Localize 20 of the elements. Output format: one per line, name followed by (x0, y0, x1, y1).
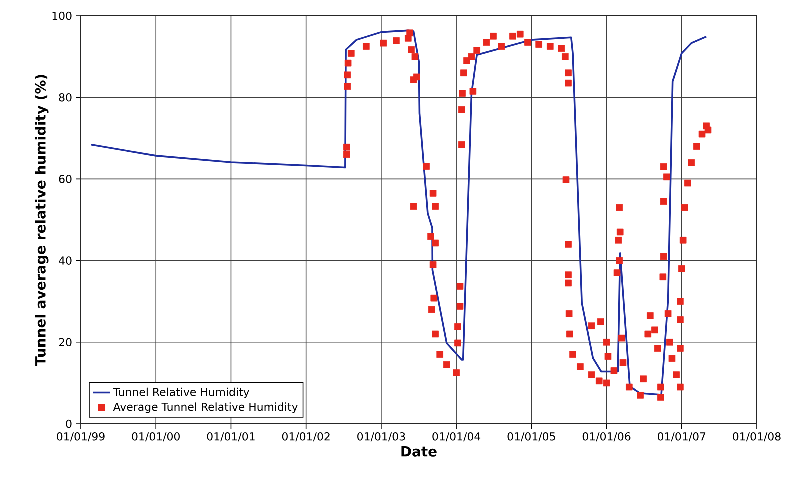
y-tick-label: 20 (59, 338, 72, 347)
y-tick-label: 100 (52, 12, 72, 20)
legend-label: Average Tunnel Relative Humidity (113, 402, 298, 414)
x-tick-label: 01/01/00 (132, 432, 180, 442)
y-tick-label: 80 (59, 93, 72, 102)
x-tick-label: 01/01/08 (733, 432, 781, 442)
x-axis-title: Date (402, 446, 437, 457)
x-tick-label: 01/01/03 (358, 432, 406, 442)
x-tick-label: 01/01/07 (658, 432, 706, 442)
x-tick-label: 01/01/01 (207, 432, 255, 442)
y-tick-label: 60 (59, 175, 72, 184)
x-tick-label: 01/01/06 (582, 432, 631, 442)
x-tick-label: 01/01/04 (432, 432, 481, 442)
legend-label: Tunnel Relative Humidity (113, 388, 250, 398)
y-axis-title: Tunnel average relative humidity (%) (35, 75, 49, 366)
x-tick-label: 01/01/05 (508, 432, 556, 442)
y-tick-label: 0 (66, 420, 72, 428)
x-tick-label: 01/01/02 (282, 432, 330, 442)
y-tick-label: 40 (59, 256, 72, 265)
x-tick-label: 01/01/99 (57, 432, 105, 442)
